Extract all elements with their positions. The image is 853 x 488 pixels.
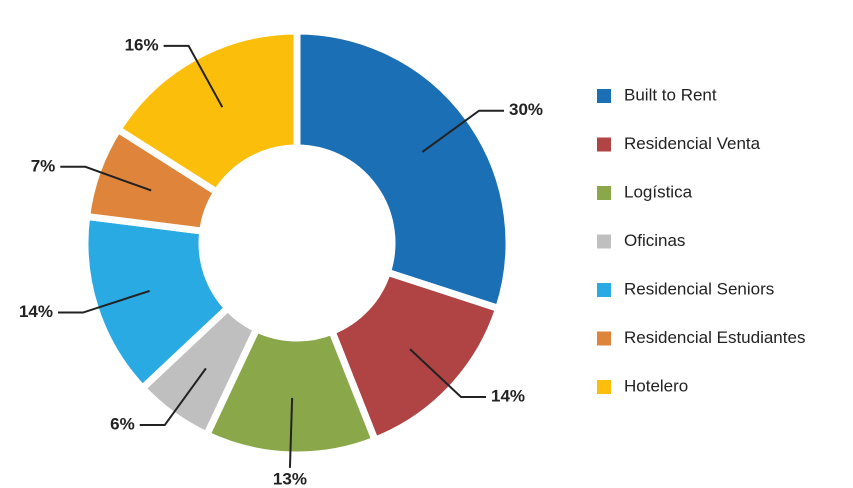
- legend-label: Logística: [624, 182, 693, 201]
- legend-swatch: [597, 331, 611, 346]
- legend-label: Hotelero: [624, 376, 688, 395]
- donut-slice: [202, 324, 380, 459]
- legend-label: Residencial Venta: [624, 134, 761, 153]
- donut-slice: [293, 27, 513, 313]
- leader-line: [421, 109, 505, 153]
- data-label: 13%: [273, 469, 307, 488]
- leader-line: [60, 165, 152, 192]
- legend-label: Residencial Estudiantes: [624, 328, 805, 347]
- leader-line: [288, 397, 294, 468]
- legend-label: Built to Rent: [624, 85, 717, 104]
- leader-line: [163, 44, 224, 108]
- donut-slice: [113, 27, 301, 197]
- legend-swatch: [597, 186, 611, 200]
- leader-line: [139, 367, 207, 427]
- donut-slice: [327, 267, 504, 445]
- donut-slice: [81, 212, 233, 394]
- leader-line: [409, 348, 487, 399]
- data-label: 6%: [110, 415, 135, 434]
- data-label: 14%: [19, 302, 53, 321]
- legend-label: Oficinas: [624, 231, 685, 250]
- legend-label: Residencial Seniors: [624, 279, 774, 298]
- data-label: 7%: [31, 156, 56, 175]
- data-label: 14%: [491, 387, 525, 406]
- legend-swatch: [597, 380, 611, 394]
- data-label: 30%: [509, 100, 543, 119]
- leader-line: [58, 289, 150, 314]
- legend-swatch: [597, 234, 611, 249]
- legend-swatch: [597, 89, 611, 103]
- legend-swatch: [597, 137, 611, 152]
- data-label: 16%: [125, 35, 159, 54]
- legend-swatch: [597, 283, 611, 297]
